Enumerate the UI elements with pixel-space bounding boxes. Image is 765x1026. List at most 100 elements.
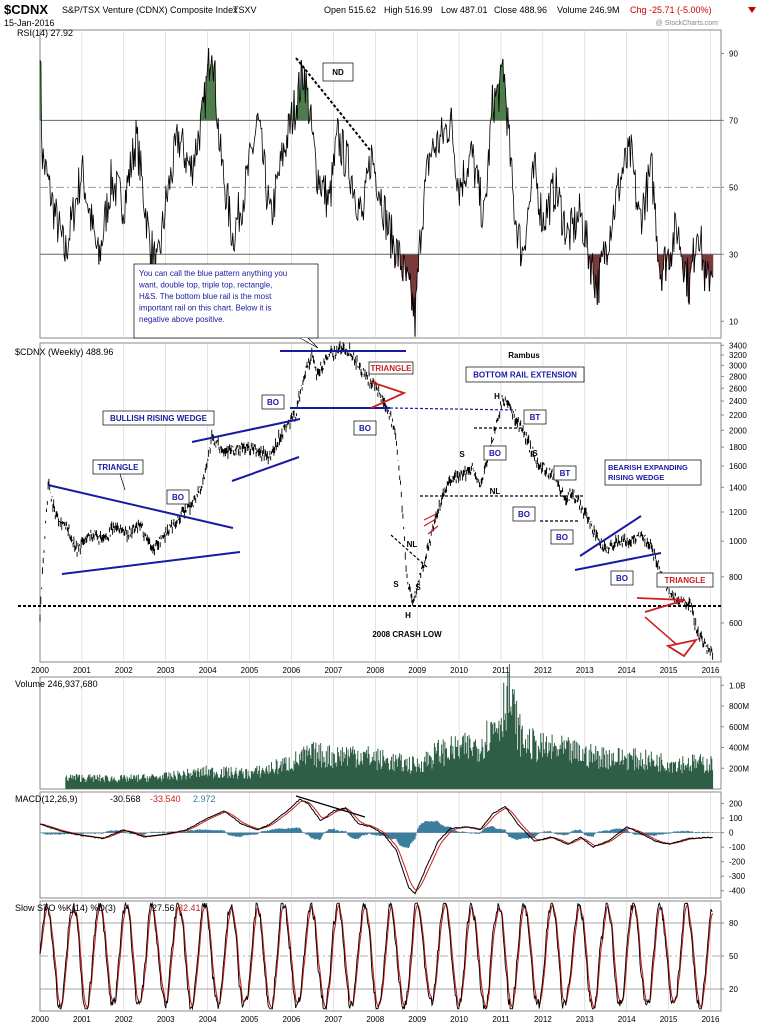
- top-head: H: [494, 392, 500, 401]
- bottom-xtick-label: 2001: [73, 1015, 91, 1024]
- volume-bars: [65, 664, 714, 789]
- price-ytick-label: 3200: [729, 351, 747, 360]
- triangle-upper-rail: [47, 484, 234, 529]
- macd-ytick-label: -100: [729, 843, 746, 852]
- macd-signal-line: [40, 800, 713, 891]
- bearish-wedge-box: [604, 459, 702, 486]
- callout-line: want, double top, triple top, rectangle,: [138, 281, 272, 290]
- triangle-2000-label: TRIANGLE: [98, 463, 140, 472]
- macd-legend-macd: -30.568: [110, 794, 141, 804]
- bearish-wedge-line: BEARISH EXPANDING: [608, 463, 688, 472]
- rsi-title: RSI(14) 27.92: [17, 28, 73, 38]
- triangle-2007-box: [368, 361, 414, 375]
- price-xtick-label: 2012: [534, 666, 552, 675]
- hs-left-shoulder: S: [393, 580, 399, 589]
- callout-line: negative above positive.: [139, 315, 225, 324]
- macd-legend-hist: 2.972: [193, 794, 216, 804]
- triangle-2015-label: TRIANGLE: [665, 576, 707, 585]
- macd-line: [39, 798, 713, 895]
- price-xtick-label: 2013: [576, 666, 594, 675]
- bo-2006-box: [261, 394, 285, 410]
- callout-line: You can call the blue pattern anything y…: [139, 269, 287, 278]
- sto-title: Slow STO %K(14) %D(3): [15, 903, 116, 913]
- volume-title: Volume 246,937,680: [15, 679, 98, 689]
- bt-2011-box: [523, 409, 547, 425]
- macd-title: MACD(12,26,9): [15, 794, 78, 804]
- triangle-2015-box: [656, 572, 714, 588]
- bt-2012-label: BT: [560, 469, 571, 478]
- price-ytick-label: 2000: [729, 426, 747, 435]
- price-ytick-label: 600: [729, 619, 743, 628]
- bo-2011a-label: BO: [489, 449, 501, 458]
- high-label: High 516.99: [384, 5, 433, 15]
- sto-ytick-label: 80: [729, 919, 738, 928]
- macd-ytick-label: -200: [729, 858, 746, 867]
- rsi-ytick-label: 70: [729, 116, 738, 125]
- price-xtick-label: 2008: [366, 666, 384, 675]
- bo-2008-box: [353, 420, 377, 436]
- macd-legend-signal: -33.540: [150, 794, 181, 804]
- volume-ytick-label: 800M: [729, 702, 749, 711]
- top-nl-label: NL: [490, 487, 501, 496]
- bo-2012-box: [512, 506, 536, 522]
- volume-ytick-label: 1.0B: [729, 681, 745, 690]
- rsi-ytick-label: 90: [729, 49, 738, 58]
- macd-ytick-label: 100: [729, 814, 743, 823]
- bullish-wedge-upper: [191, 418, 301, 443]
- watermark: @ StockCharts.com: [656, 20, 719, 27]
- price-xtick-label: 2011: [492, 666, 510, 675]
- red-flag-2009: [423, 513, 439, 535]
- price-ytick-label: 2800: [729, 372, 747, 381]
- bottom-rail-ext-box: [465, 366, 585, 383]
- callout-text: You can call the blue pattern anything y…: [138, 269, 287, 324]
- price-ytick-label: 2600: [729, 384, 747, 393]
- volume-ytick-label: 600M: [729, 723, 749, 732]
- price-xtick-label: 2006: [283, 666, 301, 675]
- price-xtick-label: 2002: [115, 666, 133, 675]
- macd-ytick-label: -300: [729, 872, 746, 881]
- sto-d-line: [39, 903, 714, 1010]
- macd-histogram: [40, 820, 714, 849]
- price-xtick-label: 2001: [73, 666, 91, 675]
- bottom-xtick-label: 2016: [702, 1015, 720, 1024]
- rsi-ytick-label: 30: [729, 250, 738, 259]
- callout-box: [133, 263, 319, 339]
- bo-2014-label: BO: [616, 574, 628, 583]
- bo-2012-label: BO: [518, 510, 530, 519]
- rambus-label: Rambus: [508, 351, 540, 360]
- callout-note: You can call the blue pattern anything y…: [133, 263, 319, 349]
- price-xtick-label: 2009: [408, 666, 426, 675]
- change-label: Chg -25.71 (-5.00%): [630, 5, 712, 15]
- bo-2008-label: BO: [359, 424, 371, 433]
- bo-2003-box: [166, 489, 190, 505]
- bottom-xtick-label: 2005: [241, 1015, 259, 1024]
- close-label: Close 488.96: [494, 5, 547, 15]
- top-right-shoulder: S: [532, 449, 538, 458]
- bottom-xtick-label: 2012: [534, 1015, 552, 1024]
- crash-low-label: 2008 CRASH LOW: [372, 630, 442, 639]
- bottom-xtick-label: 2014: [618, 1015, 636, 1024]
- bottom-xtick-label: 2007: [324, 1015, 342, 1024]
- bottom-xtick-label: 2011: [492, 1015, 510, 1024]
- callout-pointer: [299, 337, 319, 349]
- bottom-xtick-label: 2004: [199, 1015, 217, 1024]
- annotation-layer: ND You can call the blue pattern anything…: [18, 57, 721, 818]
- volume-label: Volume 246.9M: [557, 5, 620, 15]
- volume-ytick-label: 200M: [729, 764, 749, 773]
- bullish-wedge-box: [102, 410, 215, 426]
- price-xtick-label: 2010: [450, 666, 468, 675]
- bottom-xtick-label: 2009: [408, 1015, 426, 1024]
- rsi-nd-label: ND: [332, 68, 344, 77]
- macd-ytick-label: 200: [729, 800, 743, 809]
- sto-k-line: [39, 901, 713, 1011]
- hs-right-shoulder: S: [415, 583, 421, 592]
- triangle-2000-box: [92, 459, 144, 475]
- sto-legend-d: 32.41: [178, 903, 201, 913]
- price-ytick-label: 1400: [729, 483, 747, 492]
- bearish-wedge-lower: [574, 552, 662, 571]
- exchange-label: TSXV: [233, 5, 257, 15]
- symbol-label: $CDNX: [4, 2, 48, 17]
- red-breakdown-line: [644, 616, 677, 645]
